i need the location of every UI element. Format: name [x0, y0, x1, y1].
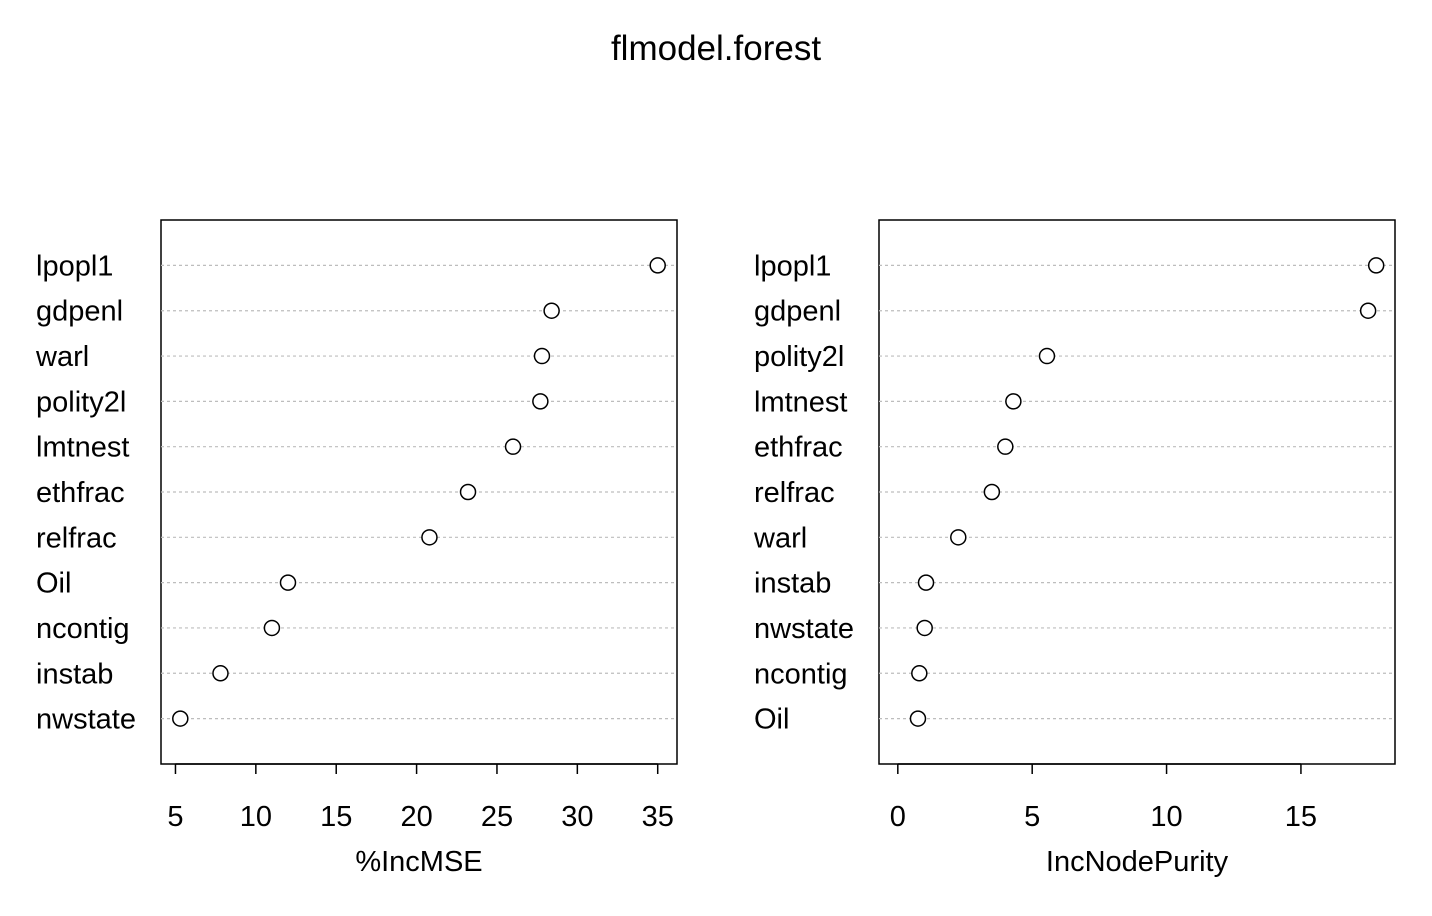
category-label: ncontig: [36, 613, 130, 645]
category-label: nwstate: [36, 704, 136, 736]
data-point: [911, 665, 928, 682]
x-axis-label: IncNodePurity: [1046, 846, 1229, 878]
category-label: relfrac: [754, 477, 835, 509]
data-point: [950, 529, 967, 546]
data-point: [533, 347, 551, 365]
x-tick-label: 10: [240, 801, 272, 833]
category-label: relfrac: [36, 522, 117, 554]
data-point: [1038, 347, 1056, 365]
data-point: [1005, 393, 1022, 410]
chart-title: flmodel.forest: [611, 29, 821, 68]
x-tick-label: 30: [561, 801, 593, 833]
data-point: [172, 710, 189, 727]
category-label: Oil: [36, 568, 71, 600]
x-tick-label: 20: [400, 801, 432, 833]
data-point: [1367, 257, 1385, 274]
x-tick-label: 35: [642, 801, 674, 833]
category-label: instab: [754, 568, 831, 600]
data-point: [212, 665, 229, 682]
x-tick-label: 15: [320, 801, 352, 833]
x-tick-label: 0: [890, 801, 906, 833]
category-label: ethfrac: [754, 432, 843, 464]
category-label: lmtnest: [36, 432, 129, 464]
data-point: [263, 619, 281, 637]
data-point: [1359, 302, 1377, 319]
data-point: [917, 574, 935, 591]
category-label: gdpenl: [36, 296, 123, 328]
data-point: [421, 529, 438, 546]
category-label: Oil: [754, 704, 789, 736]
data-point: [916, 619, 933, 637]
category-label: gdpenl: [754, 296, 841, 328]
data-point: [504, 438, 522, 455]
category-label: nwstate: [754, 613, 854, 645]
category-label: lpopl1: [754, 250, 831, 282]
x-tick-label: 5: [167, 801, 183, 833]
x-tick-label: 10: [1150, 801, 1182, 833]
category-label: instab: [36, 658, 113, 690]
x-tick-label: 25: [481, 801, 513, 833]
category-label: warl: [35, 341, 89, 373]
panel-1: lpopl1 gdpenl warl polity2l lmtnest ethfrac re…: [35, 219, 678, 878]
x-axis-label: %IncMSE: [355, 846, 482, 878]
category-label: lpopl1: [36, 250, 113, 282]
data-point: [909, 710, 927, 727]
data-point: [543, 302, 560, 319]
category-label: warl: [753, 522, 807, 554]
category-label: ncontig: [754, 658, 848, 690]
category-label: ethfrac: [36, 477, 125, 509]
category-label: polity2l: [36, 386, 126, 418]
data-point: [649, 257, 666, 274]
x-tick-label: 5: [1024, 801, 1040, 833]
data-point: [459, 483, 477, 501]
data-point: [997, 438, 1014, 455]
category-label: polity2l: [754, 341, 844, 373]
panel-2: lpopl1 gdpenl polity2l lmtnest ethfrac relfra…: [753, 219, 1396, 878]
data-point: [532, 393, 549, 410]
x-tick-label: 15: [1285, 801, 1317, 833]
data-point: [983, 483, 1001, 501]
category-label: lmtnest: [754, 386, 847, 418]
data-point: [279, 574, 297, 591]
